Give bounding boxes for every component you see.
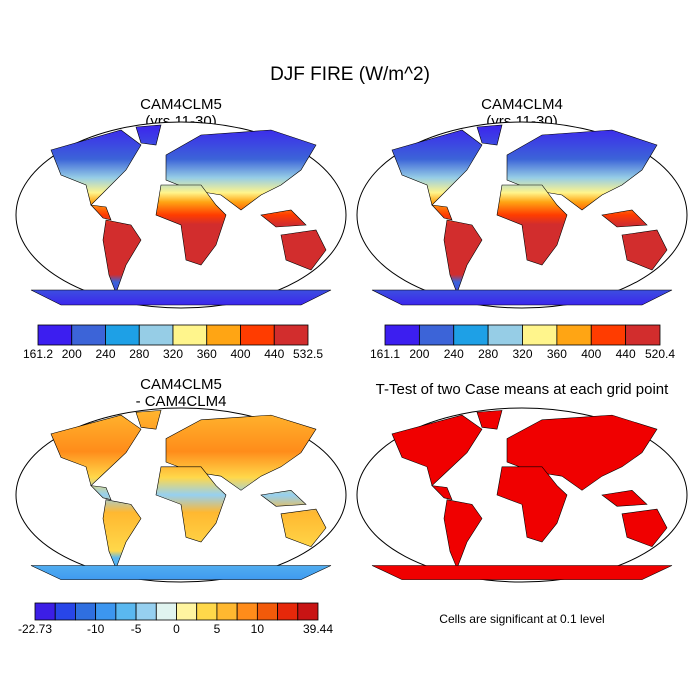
colorbar-box (384, 324, 420, 346)
panel-title: T-Test of two Case means at each grid po… (376, 381, 669, 398)
colorbar-box (297, 602, 319, 621)
colorbar-label: 320 (512, 347, 532, 361)
colorbar-label: 520.4 (645, 347, 675, 361)
colorbar-label: 360 (547, 347, 567, 361)
panel-title: CAM4CLM5 (140, 96, 222, 113)
colorbar-box (277, 602, 299, 621)
colorbar-label: -10 (87, 622, 105, 636)
colorbar-box (95, 602, 117, 621)
colorbar-label: 0 (173, 622, 180, 636)
colorbar-label: 10 (251, 622, 265, 636)
colorbar-label: 39.44 (303, 622, 333, 636)
colorbar-box (135, 602, 157, 621)
colorbar-box (172, 324, 208, 346)
colorbar-box (196, 602, 218, 621)
colorbar-label: 280 (478, 347, 498, 361)
colorbar-label: 280 (129, 347, 149, 361)
colorbar-box (273, 324, 309, 346)
colorbar-box (54, 602, 76, 621)
panel-title: CAM4CLM5 (140, 376, 222, 393)
colorbar-label: 161.1 (370, 347, 400, 361)
colorbar-box (138, 324, 174, 346)
colorbar-label: 400 (581, 347, 601, 361)
colorbar-label: 320 (163, 347, 183, 361)
colorbar-box (71, 324, 106, 346)
figure-title: DJF FIRE (W/m^2) (270, 64, 430, 85)
colorbar-box (155, 602, 177, 621)
colorbar-label: 200 (62, 347, 82, 361)
map (356, 407, 688, 583)
colorbar-box (75, 602, 97, 621)
colorbar-box (37, 324, 73, 346)
panel-title: CAM4CLM4 (481, 96, 563, 113)
map (15, 121, 347, 309)
colorbar-label: 440 (264, 347, 284, 361)
colorbar-box (115, 602, 137, 621)
map (15, 407, 347, 583)
panel-note: Cells are significant at 0.1 level (439, 612, 604, 626)
colorbar-box (453, 324, 489, 346)
colorbar-label: -22.73 (18, 622, 52, 636)
colorbar-label: 5 (214, 622, 221, 636)
colorbar-label: 240 (444, 347, 464, 361)
map (356, 121, 688, 309)
colorbar-box (487, 324, 523, 346)
colorbar-box (206, 324, 241, 346)
colorbar-label: -5 (131, 622, 142, 636)
colorbar-box (418, 324, 455, 346)
colorbar-box (625, 324, 661, 346)
colorbar-box (34, 602, 56, 621)
colorbar-label: 240 (95, 347, 115, 361)
panel-subtitle: - CAM4CLM4 (136, 393, 227, 410)
colorbar-box (522, 324, 558, 346)
colorbar-box (105, 324, 140, 346)
colorbar-label: 400 (230, 347, 250, 361)
colorbar-box (556, 324, 592, 346)
colorbar-box (216, 602, 238, 621)
colorbars: 161.2 200 240 280 320 360 400 440 532.5 161.1 200 2… (18, 324, 675, 636)
colorbar-label: 161.2 (23, 347, 53, 361)
colorbar-label: 440 (616, 347, 636, 361)
colorbar-box (236, 602, 258, 621)
colorbar-label: 200 (409, 347, 429, 361)
colorbar-box (256, 602, 278, 621)
colorbar-label: 532.5 (293, 347, 323, 361)
colorbar-box (240, 324, 275, 346)
colorbar-box (590, 324, 627, 346)
colorbar-label: 360 (197, 347, 217, 361)
colorbar-box (176, 602, 198, 621)
